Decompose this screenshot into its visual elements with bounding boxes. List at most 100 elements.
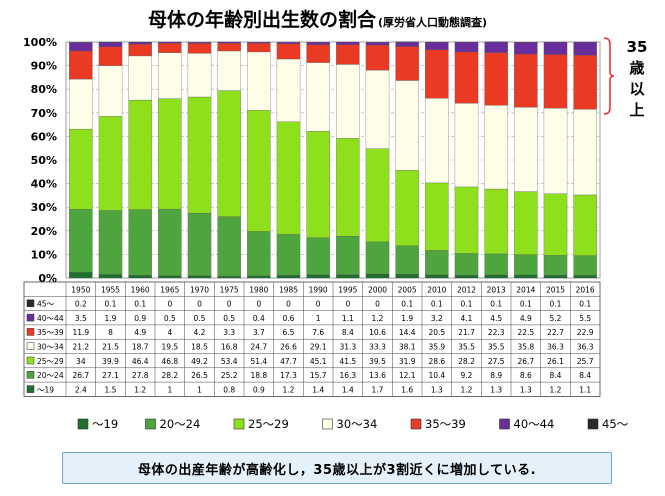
data-label: 1 xyxy=(167,385,172,394)
data-label: 22.5 xyxy=(517,328,534,337)
x-tick-label: 1970 xyxy=(190,285,209,294)
x-tick-label: 2005 xyxy=(398,285,417,294)
bar-segment xyxy=(365,69,390,149)
data-label: 0.1 xyxy=(550,300,562,309)
bar-segment xyxy=(514,274,538,279)
data-label: 9.2 xyxy=(461,371,473,380)
table-row-label: 〜19 xyxy=(37,385,54,394)
bar-segment xyxy=(395,245,419,275)
data-label: 1 xyxy=(197,385,202,394)
data-label: 39.9 xyxy=(102,357,119,366)
legend-swatch xyxy=(322,418,333,430)
table-row-swatch xyxy=(26,313,35,322)
table-row-swatch xyxy=(26,356,35,365)
y-tick-label: 10% xyxy=(31,248,57,261)
data-label: 28.2 xyxy=(161,371,178,380)
data-label: 0.1 xyxy=(401,300,413,309)
bar-segment xyxy=(336,64,360,139)
x-tick-label: 2016 xyxy=(576,285,595,294)
bar-segment xyxy=(187,42,212,44)
data-label: 22.7 xyxy=(547,328,564,337)
bar-segment xyxy=(306,42,330,45)
bar-segment xyxy=(69,50,93,80)
x-tick-label: 1965 xyxy=(160,285,179,294)
bar-segment xyxy=(217,275,241,279)
legend-swatch xyxy=(410,418,422,430)
data-label: 28.6 xyxy=(428,357,445,366)
table-row-label: 40〜44 xyxy=(37,314,64,323)
data-label: 8 xyxy=(108,328,113,337)
data-label: 8.4 xyxy=(342,328,354,337)
data-label: 35.9 xyxy=(428,343,445,352)
data-label: 1.6 xyxy=(401,385,413,394)
bar-segment xyxy=(217,41,241,44)
x-tick-label: 2012 xyxy=(457,285,476,294)
bar-segment xyxy=(395,46,419,81)
annotation-label: 以 xyxy=(629,80,644,98)
data-label: 4.5 xyxy=(490,314,502,323)
legend-swatch xyxy=(499,418,510,430)
bar-segment xyxy=(365,273,390,279)
x-tick-label: 1960 xyxy=(131,285,150,294)
x-tick-label: 2013 xyxy=(487,285,506,294)
bar-segment xyxy=(573,275,597,279)
bar-segment xyxy=(454,275,479,279)
data-label: 0.1 xyxy=(461,300,473,309)
bar-segment xyxy=(454,253,479,276)
data-label: 0 xyxy=(345,300,350,309)
data-label: 0.2 xyxy=(75,300,87,309)
data-label: 1.3 xyxy=(520,385,532,394)
data-label: 8.6 xyxy=(520,371,532,380)
data-label: 15.7 xyxy=(310,371,327,380)
bar-segment xyxy=(128,42,152,45)
data-label: 17.3 xyxy=(280,371,297,380)
table-row-swatch xyxy=(26,299,35,308)
x-tick-label: 1955 xyxy=(101,285,120,294)
data-label: 12.1 xyxy=(399,371,416,380)
data-label: 31.3 xyxy=(339,343,356,352)
y-tick-label: 80% xyxy=(31,83,57,96)
y-tick-label: 0% xyxy=(38,272,57,285)
data-label: 27.5 xyxy=(488,357,505,366)
bar-segment xyxy=(187,212,212,276)
data-label: 0.5 xyxy=(223,314,235,323)
data-label: 16.8 xyxy=(221,343,238,352)
bar-segment xyxy=(336,44,360,65)
x-tick-label: 1990 xyxy=(309,285,328,294)
bar-segment xyxy=(247,43,271,53)
table-row-label: 35〜39 xyxy=(37,328,64,337)
legend-swatch xyxy=(233,418,245,430)
table-row-swatch xyxy=(26,342,35,350)
bar-segment xyxy=(336,274,360,279)
bar-segment xyxy=(336,236,360,275)
bar-segment xyxy=(158,208,182,276)
x-tick-label: 1975 xyxy=(220,285,239,294)
bar-segment xyxy=(98,274,123,279)
data-label: 1.9 xyxy=(401,314,413,323)
data-label: 1.2 xyxy=(283,385,295,394)
bar-segment xyxy=(395,41,419,47)
y-tick-label: 60% xyxy=(31,130,57,143)
table-row-label: 45〜 xyxy=(37,300,55,309)
bar-segment xyxy=(158,41,182,44)
data-label: 13.6 xyxy=(369,371,386,380)
data-label: 0.5 xyxy=(194,314,206,323)
data-label: 21.2 xyxy=(72,343,89,352)
bar-segment xyxy=(425,42,449,50)
data-label: 0.1 xyxy=(520,300,532,309)
data-label: 0 xyxy=(197,300,202,309)
data-label: 26.7 xyxy=(517,357,534,366)
data-label: 0.1 xyxy=(134,300,146,309)
data-label: 51.4 xyxy=(250,357,267,366)
data-label: 5.5 xyxy=(579,314,591,323)
bar-segment xyxy=(276,234,301,276)
data-label: 26.7 xyxy=(72,371,89,380)
legend-entry: 20〜24 xyxy=(160,417,201,431)
bar-segment xyxy=(365,241,390,275)
data-label: 6.5 xyxy=(283,328,295,337)
bar-segment xyxy=(454,42,479,53)
data-label: 18.8 xyxy=(250,371,267,380)
bar-segment xyxy=(69,272,93,279)
bar-segment xyxy=(128,275,152,279)
data-label: 4.1 xyxy=(461,314,473,323)
